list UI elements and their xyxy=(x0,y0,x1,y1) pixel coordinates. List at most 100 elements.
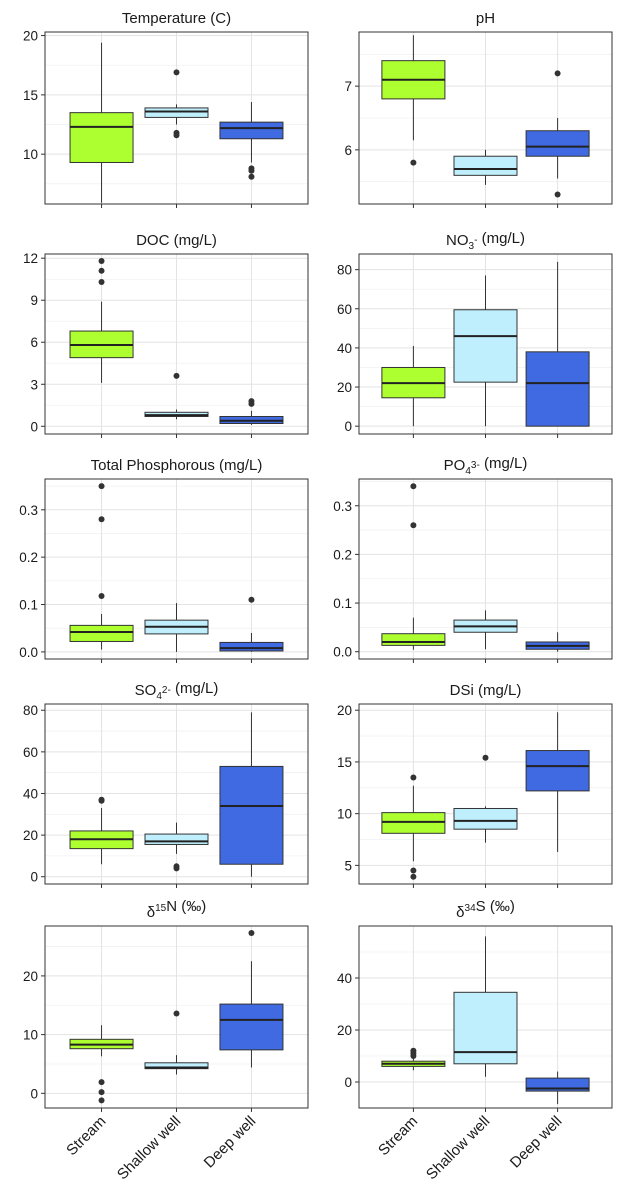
panel-7-box-stream xyxy=(69,796,134,865)
panel-9-box-deep-well-iqr xyxy=(219,1003,284,1051)
panel-6-ytick-label: 0.2 xyxy=(333,547,352,562)
panel-9-xtick-label: Deep well xyxy=(201,1113,260,1172)
panel-4-ytick-label: 60 xyxy=(337,302,352,317)
panel-5-box-deep-well-outlier xyxy=(248,596,255,603)
panel-10-box-shallow-well xyxy=(453,936,518,1077)
panel-3-ytick-label: 9 xyxy=(30,293,38,308)
panel-8: DSi (mg/L) 5 10 15 20 xyxy=(337,682,613,888)
panel-5-box-stream-outlier xyxy=(98,593,105,599)
panel-7-ytick-label: 80 xyxy=(23,703,38,718)
panel-7-ytick-label: 20 xyxy=(23,828,38,843)
panel-3-box-shallow-well xyxy=(144,372,209,420)
panel-9-box-stream-outlier xyxy=(98,1079,105,1086)
panel-1-box-shallow-well xyxy=(144,69,209,139)
panel-1-box-deep-well xyxy=(219,101,284,180)
panel-10-ytick-label: 0 xyxy=(344,1075,352,1090)
panel-10-xtick-label: Deep well xyxy=(507,1113,566,1172)
panel-1-box-deep-well-outlier xyxy=(248,167,255,174)
panel-3-ytick-label: 0 xyxy=(30,419,38,434)
panel-2-box-stream-outlier xyxy=(410,159,417,166)
panel-7-box-shallow-well-outlier xyxy=(173,865,180,872)
panel-9-ytick-label: 0 xyxy=(30,1086,38,1101)
panel-1-box-stream-iqr xyxy=(69,112,134,163)
panel-1-title: Temperature (C) xyxy=(122,10,231,27)
panel-3-box-stream-outlier xyxy=(98,267,105,274)
panel-3: DOC (mg/L) 0 3 6 9 12 xyxy=(23,232,309,438)
panel-2-box-deep-well-outlier xyxy=(554,70,561,77)
panel-6-ytick-label: 0.1 xyxy=(333,596,352,611)
panel-5-title: Total Phosphorous (mg/L) xyxy=(91,457,263,474)
panel-2-box-shallow-well xyxy=(453,149,518,185)
panel-2-ytick-label: 7 xyxy=(344,79,352,94)
panel-9-box-stream xyxy=(69,1025,134,1104)
panel-8-box-shallow-well-outlier xyxy=(482,754,489,761)
panel-8-box-stream xyxy=(381,774,446,880)
panel-8-box-deep-well-iqr xyxy=(525,750,590,792)
panel-1-ytick-label: 15 xyxy=(23,88,38,103)
panel-3-box-deep-well-outlier xyxy=(248,400,255,407)
panel-6-ytick-label: 0.3 xyxy=(333,499,352,514)
panel-10-box-stream xyxy=(381,1047,446,1071)
panel-1-box-shallow-well-outlier xyxy=(173,69,180,76)
panel-5-box-stream xyxy=(69,483,134,650)
panel-7-ytick-label: 60 xyxy=(23,745,38,760)
panel-9-xtick-label: Stream xyxy=(63,1113,109,1159)
panel-4-title: NO3- (mg/L) xyxy=(446,230,525,252)
panel-4-ytick-label: 20 xyxy=(337,380,352,395)
panel-7-ytick-label: 0 xyxy=(30,870,38,885)
panel-6-box-stream-iqr xyxy=(381,633,446,646)
panel-7-box-deep-well xyxy=(219,712,284,877)
panel-10-xtick-label: Shallow well xyxy=(423,1113,493,1183)
panel-3-title: DOC (mg/L) xyxy=(136,232,217,249)
panel-3-box-shallow-well-outlier xyxy=(173,372,180,379)
panel-8-ytick-label: 15 xyxy=(337,755,352,770)
panel-8-box-deep-well xyxy=(525,712,590,852)
panel-4-box-shallow-well-iqr xyxy=(453,309,518,383)
panel-10-ytick-label: 20 xyxy=(337,1023,352,1038)
panel-5: Total Phosphorous (mg/L) 0.0 0.1 0.2 0.3 xyxy=(19,457,309,663)
panel-2-box-deep-well-outlier xyxy=(554,191,561,198)
panel-1-ytick-label: 10 xyxy=(23,147,38,162)
panel-2-ytick-label: 6 xyxy=(344,143,352,158)
panel-6-title: PO43- (mg/L) xyxy=(444,455,528,477)
panel-1-box-shallow-well-iqr xyxy=(144,107,209,118)
panel-2-title: pH xyxy=(476,10,495,27)
panel-10-xtick-label: Stream xyxy=(375,1113,421,1159)
panel-6-box-stream xyxy=(381,483,446,650)
panel-8-ytick-label: 10 xyxy=(337,807,352,822)
panel-8-box-stream-outlier xyxy=(410,873,417,880)
panel-4-box-deep-well xyxy=(525,261,590,427)
panel-10-ytick-label: 40 xyxy=(337,971,352,986)
panel-8-box-stream-iqr xyxy=(381,812,446,834)
panel-9: δ15N (‰) 0 10 20 Stream Shallow well Deep well xyxy=(23,898,309,1183)
panel-7-title: SO42- (mg/L) xyxy=(135,680,219,702)
panel-8-ytick-label: 5 xyxy=(344,858,352,873)
panel-4: NO3- (mg/L) 0 20 40 60 80 xyxy=(337,230,613,438)
panel-3-box-stream-outlier xyxy=(98,279,105,286)
panel-9-box-deep-well-outlier xyxy=(248,930,255,937)
panel-5-ytick-label: 0.0 xyxy=(19,645,38,660)
panel-8-box-shallow-well-iqr xyxy=(453,807,518,830)
panel-4-box-deep-well-iqr xyxy=(525,351,590,427)
panel-2: pH 6 7 xyxy=(344,10,613,208)
panel-8-box-stream-outlier xyxy=(410,774,417,781)
panel-5-ytick-label: 0.1 xyxy=(19,598,38,613)
panel-4-box-stream xyxy=(381,345,446,427)
panel-2-box-shallow-well-iqr xyxy=(453,155,518,176)
panel-1: Temperature (C) 10 15 20 xyxy=(23,10,309,208)
panel-4-ytick-label: 40 xyxy=(337,341,352,356)
panel-7-ytick-label: 40 xyxy=(23,786,38,801)
panel-5-box-stream-outlier xyxy=(98,483,105,490)
panel-4-ytick-label: 80 xyxy=(337,263,352,278)
panel-5-box-shallow-well xyxy=(144,603,209,652)
panel-5-ytick-label: 0.2 xyxy=(19,550,38,565)
panel-4-box-shallow-well xyxy=(453,275,518,427)
panel-9-box-shallow-well-iqr xyxy=(144,1062,209,1070)
panel-5-box-deep-well-iqr xyxy=(219,641,284,652)
panel-3-ytick-label: 6 xyxy=(30,335,38,350)
panel-1-box-deep-well-iqr xyxy=(219,121,284,140)
panel-5-box-stream-outlier xyxy=(98,516,105,523)
panel-8-box-stream-outlier xyxy=(410,867,417,874)
panel-5-box-stream-iqr xyxy=(69,624,134,642)
